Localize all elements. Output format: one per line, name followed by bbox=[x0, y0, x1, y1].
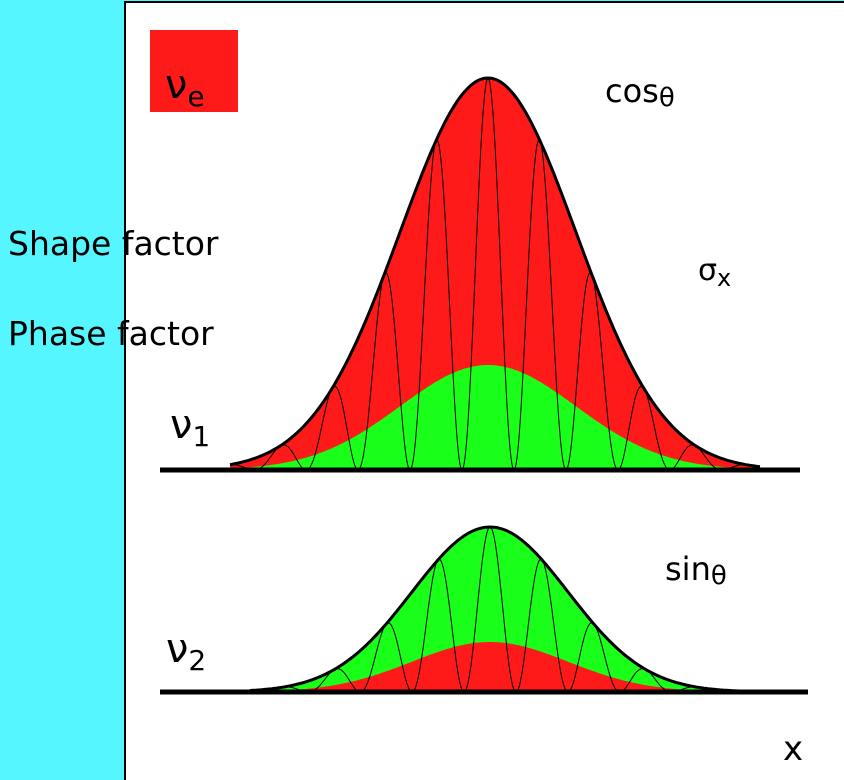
text: sin bbox=[665, 550, 711, 588]
symbol: ν bbox=[166, 626, 188, 672]
x-axis-label: x bbox=[783, 729, 803, 769]
nu-e-box bbox=[150, 30, 238, 112]
symbol: θ bbox=[711, 561, 727, 591]
subscript: x bbox=[717, 264, 731, 292]
nu-1-label: ν1 bbox=[170, 402, 210, 453]
wave-packets bbox=[160, 76, 808, 695]
subscript: 2 bbox=[188, 644, 206, 677]
subscript: e bbox=[187, 80, 204, 113]
symbol: θ bbox=[659, 83, 675, 113]
phase-factor-label: Phase factor bbox=[8, 314, 214, 353]
sin-theta-label: sinθ bbox=[665, 550, 727, 591]
text: cos bbox=[605, 72, 659, 110]
symbol: ν bbox=[170, 402, 192, 448]
envelope-fill bbox=[230, 78, 760, 470]
envelope bbox=[249, 525, 741, 693]
shape-factor-label: Shape factor bbox=[8, 224, 219, 263]
envelope bbox=[229, 76, 761, 469]
symbol: ν bbox=[165, 62, 187, 108]
symbol: σ bbox=[698, 253, 717, 288]
inner-fill bbox=[230, 365, 760, 470]
inner-fill bbox=[250, 642, 740, 692]
envelope-fill bbox=[250, 527, 740, 692]
cos-theta-label: cosθ bbox=[605, 72, 675, 113]
nu-e-label: νe bbox=[165, 62, 205, 113]
sigma-x-label: σx bbox=[698, 253, 731, 292]
nu-2-label: ν2 bbox=[166, 626, 206, 677]
subscript: 1 bbox=[192, 420, 210, 453]
